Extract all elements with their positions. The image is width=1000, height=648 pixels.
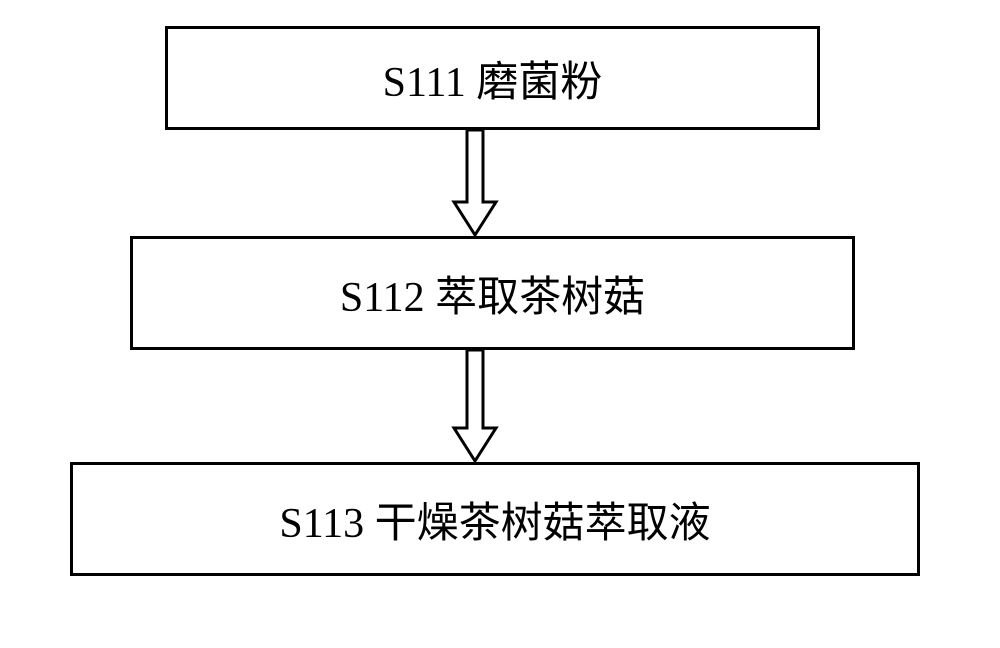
step-box-s113: S113 干燥茶树菇萃取液 (70, 462, 920, 576)
flowchart-canvas: S111 磨菌粉 S112 萃取茶树菇 S113 干燥茶树菇萃取液 (0, 0, 1000, 648)
arrow-s111-s112 (451, 130, 499, 238)
step-label: S113 干燥茶树菇萃取液 (279, 489, 710, 550)
step-label: S112 萃取茶树菇 (340, 263, 645, 324)
arrow-s112-s113 (451, 350, 499, 464)
step-box-s112: S112 萃取茶树菇 (130, 236, 855, 350)
step-label: S111 磨菌粉 (383, 48, 603, 109)
step-box-s111: S111 磨菌粉 (165, 26, 820, 130)
